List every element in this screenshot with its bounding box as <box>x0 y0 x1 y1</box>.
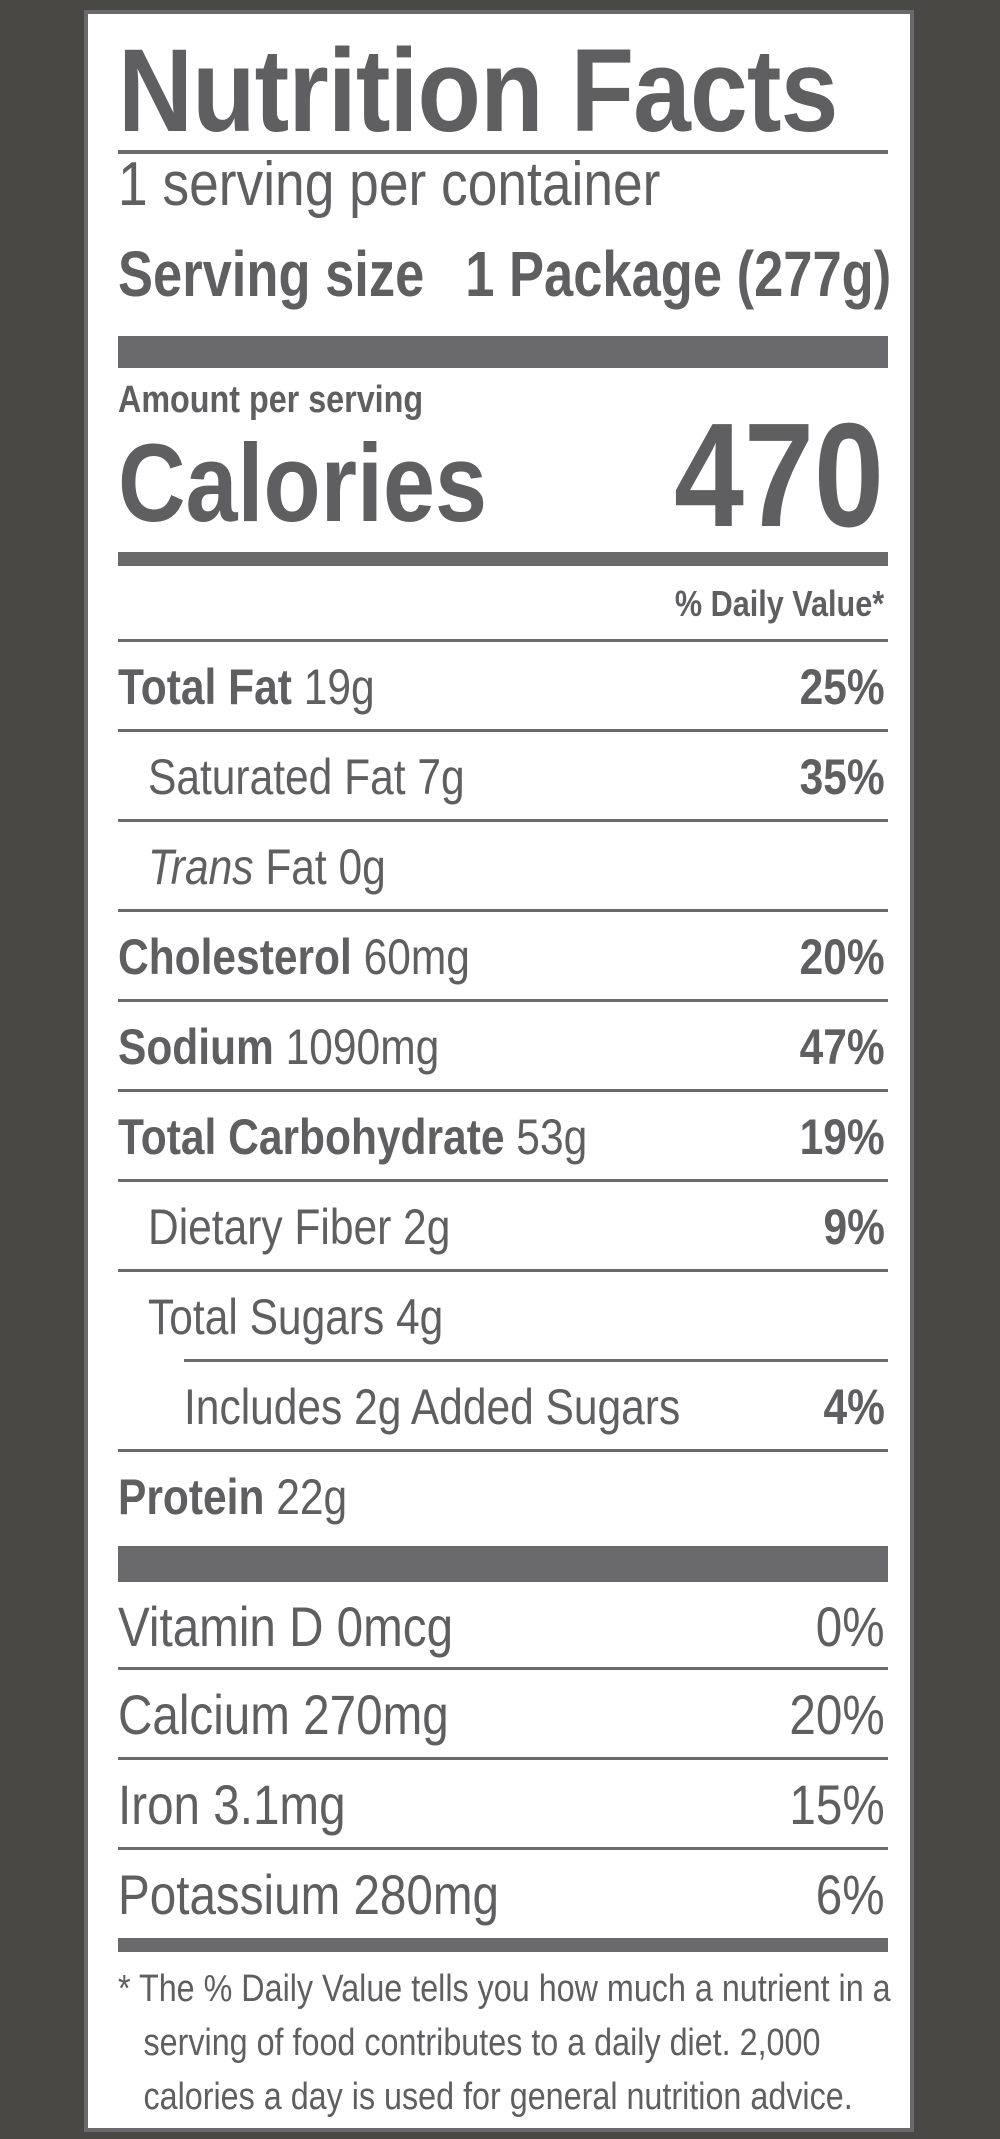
row-divider <box>118 729 888 732</box>
nutrient-row-saturated-fat: Saturated Fat 7g 35% <box>148 732 888 821</box>
nutrient-name: Sodium <box>118 1018 274 1075</box>
row-divider <box>118 1179 888 1182</box>
footnote: * The % Daily Value tells you how much a… <box>118 1962 891 2124</box>
vitamin-name: Iron 3.1mg <box>118 1772 346 1836</box>
nutrient-row-total-carbohydrate: Total Carbohydrate 53g 19% <box>118 1092 888 1181</box>
vitamin-dv: 0% <box>815 1594 885 1658</box>
vitamin-row: Calcium 270mg 20% <box>118 1670 888 1759</box>
nutrient-name: Total Carbohydrate <box>118 1108 505 1165</box>
row-divider <box>118 639 888 642</box>
nutrition-facts-label: Nutrition Facts 1 serving per container … <box>84 10 914 2132</box>
vitamin-name: Calcium 270mg <box>118 1682 449 1746</box>
amount-per-serving: Amount per serving <box>118 379 424 421</box>
nutrient-row-dietary-fiber: Dietary Fiber 2g 9% <box>148 1182 888 1271</box>
nutrient-dv: 25% <box>799 658 885 715</box>
vitamin-row: Iron 3.1mg 15% <box>118 1760 888 1849</box>
serving-size-value: 1 Package (277g) <box>465 238 892 310</box>
nutrient-row-total-sugars: Total Sugars 4g <box>148 1272 888 1361</box>
vitamin-name: Vitamin D 0mcg <box>118 1594 454 1658</box>
nutrient-row-protein: Protein 22g <box>118 1452 888 1541</box>
nutrient-name-italic: Trans <box>148 838 254 895</box>
label-title: Nutrition Facts <box>118 25 838 157</box>
nutrient-dv: 47% <box>799 1018 885 1075</box>
nutrient-name: Cholesterol <box>118 928 352 985</box>
footnote-line: serving of food contributes to a daily d… <box>143 2022 821 2064</box>
row-divider <box>118 999 888 1002</box>
footnote-line: * The % Daily Value tells you how much a… <box>118 1968 891 2010</box>
nutrient-amount: 1090mg <box>285 1018 440 1075</box>
label-content: Nutrition Facts 1 serving per container … <box>118 14 891 2128</box>
nutrient-name: Dietary Fiber 2g <box>148 1198 451 1255</box>
nutrient-row-added-sugars: Includes 2g Added Sugars 4% <box>184 1362 888 1451</box>
row-divider <box>118 1757 888 1760</box>
nutrient-dv: 4% <box>823 1378 885 1435</box>
nutrient-dv: 19% <box>799 1108 885 1165</box>
nutrient-amount: 60mg <box>363 928 470 985</box>
nutrient-amount: 53g <box>516 1108 588 1165</box>
nutrient-name: Total Fat <box>118 658 292 715</box>
vitamin-dv: 15% <box>789 1772 885 1836</box>
serving-size: Serving size 1 Package (277g) <box>118 242 891 306</box>
calories-divider <box>118 552 888 566</box>
daily-value-header: % Daily Value* <box>674 583 884 624</box>
title-divider <box>118 150 888 154</box>
row-divider <box>118 1667 888 1670</box>
row-divider <box>118 1089 888 1092</box>
servings-per-container: 1 serving per container <box>118 150 661 219</box>
row-divider <box>118 1449 888 1452</box>
vitamin-dv: 20% <box>789 1682 885 1746</box>
row-divider <box>118 909 888 912</box>
nutrient-row-cholesterol: Cholesterol 60mg 20% <box>118 912 888 1001</box>
nutrient-name: Saturated Fat 7g <box>148 748 465 805</box>
vitamin-row: Potassium 280mg 6% <box>118 1850 888 1939</box>
serving-size-label: Serving size <box>118 238 425 310</box>
nutrient-dv: 20% <box>799 928 885 985</box>
calories-label: Calories <box>118 422 487 545</box>
thick-divider <box>118 1546 888 1582</box>
row-divider <box>118 819 888 822</box>
nutrient-row-total-fat: Total Fat 19g 25% <box>118 642 888 731</box>
calories-value: 470 <box>674 393 884 558</box>
nutrient-dv: 35% <box>799 748 885 805</box>
vitamin-row: Vitamin D 0mcg 0% <box>118 1582 888 1671</box>
row-divider-indented <box>184 1359 888 1362</box>
row-divider <box>118 1269 888 1272</box>
nutrient-name: Includes 2g Added Sugars <box>184 1378 681 1435</box>
nutrient-name: Fat 0g <box>265 838 386 895</box>
nutrient-row-trans-fat: Trans Fat 0g <box>148 822 888 911</box>
nutrient-amount: 22g <box>276 1468 348 1525</box>
nutrient-name: Total Sugars 4g <box>148 1288 444 1345</box>
thick-divider <box>118 336 888 368</box>
footnote-line: calories a day is used for general nutri… <box>143 2076 853 2118</box>
nutrient-amount: 19g <box>303 658 375 715</box>
nutrient-name: Protein <box>118 1468 265 1525</box>
nutrient-row-sodium: Sodium 1090mg 47% <box>118 1002 888 1091</box>
nutrient-dv: 9% <box>823 1198 885 1255</box>
footer-divider <box>118 1938 888 1952</box>
row-divider <box>118 1847 888 1850</box>
vitamin-dv: 6% <box>815 1862 885 1926</box>
vitamin-name: Potassium 280mg <box>118 1862 499 1926</box>
